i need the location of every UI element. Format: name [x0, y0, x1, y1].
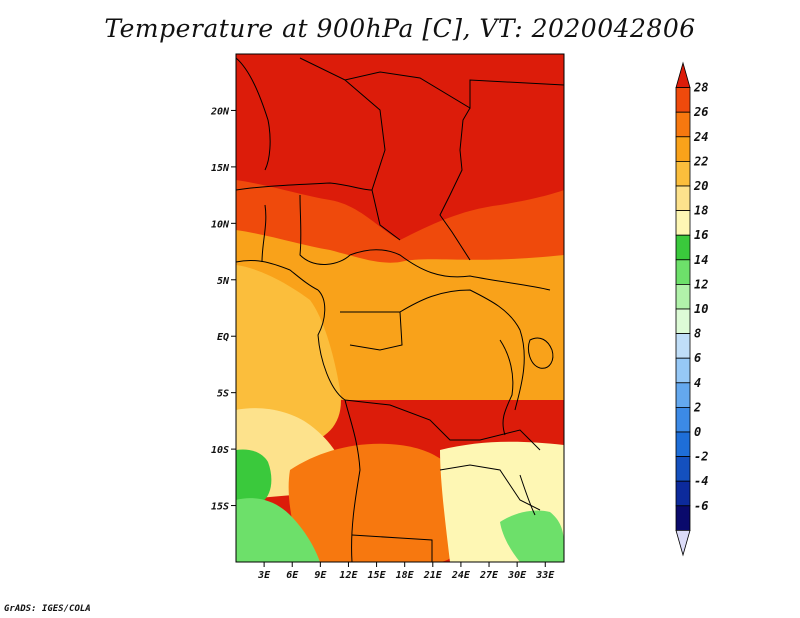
colorbar-label: 26 [693, 105, 708, 119]
border-angola-namibia [351, 534, 433, 562]
colorbar-label: -4 [694, 474, 708, 488]
lake-tanganyika [499, 339, 514, 436]
coastline-northwest [236, 57, 271, 171]
lat-tick-label: 10N [211, 219, 230, 230]
namibia-lightgreen-region [236, 498, 320, 562]
chart-title: Temperature at 900hPa [C], VT: 202004280… [104, 14, 696, 43]
colorbar-label: 16 [694, 228, 708, 242]
lon-tick-label: 24E [451, 570, 471, 581]
colorbar-label: 24 [693, 130, 708, 144]
country-boundaries [236, 57, 564, 562]
colorbar-label: 0 [694, 425, 701, 439]
colorbar-label: 20 [693, 179, 708, 193]
colorbar-label: 14 [694, 253, 708, 267]
atlantic-region [236, 265, 341, 447]
colorbar-label: -2 [694, 450, 708, 464]
colorbar-label: 10 [694, 302, 708, 316]
colorbar-label: 6 [694, 351, 701, 365]
latitude-axis: 20N 15N 10N 5N EQ 5S 10S 15S [210, 106, 236, 513]
border-nigeria [299, 194, 351, 265]
colorbar-label: 2 [693, 400, 701, 414]
lon-tick-label: 12E [339, 570, 358, 581]
border-mali-niger [236, 182, 373, 191]
lat-tick-label: 15S [211, 502, 229, 513]
border-ghana-togo [261, 204, 267, 263]
colorbar-swatch [675, 382, 691, 408]
colorbar-label: 8 [694, 327, 701, 341]
colorbar-swatch [675, 406, 691, 433]
colorbar-swatch [675, 456, 691, 482]
namibia-green-region [236, 449, 272, 506]
lat-tick-label: EQ [217, 332, 229, 343]
map-frame [235, 53, 565, 563]
mozambique-green-region [500, 510, 564, 562]
border-drc-angola [344, 399, 541, 451]
lat-tick-label: 20N [210, 106, 230, 117]
lat-tick-label: 5N [217, 276, 230, 287]
colorbar-label: 22 [693, 154, 708, 168]
colorbar-swatch [675, 259, 691, 285]
lat-tick-label: 5S [217, 389, 229, 400]
colorbar-label: -6 [694, 499, 708, 513]
lake-victoria [527, 337, 554, 369]
colorbar-label: 4 [694, 376, 701, 390]
colorbar-swatch [675, 357, 691, 384]
colorbar-label: 18 [694, 204, 708, 218]
border-zambia [439, 464, 541, 511]
colorbar-swatch [675, 480, 691, 507]
colorbar-swatch [675, 87, 691, 113]
lat-tick-label: 10S [211, 445, 229, 456]
temperature-field [236, 54, 564, 562]
lat-tick-label: 15N [211, 163, 230, 174]
grads-credit: GrADS: IGES/COLA [4, 604, 91, 614]
border-gabon-congo [340, 311, 403, 351]
border-chad-sudan [439, 107, 471, 261]
border-car [349, 249, 551, 291]
angola-warm-region [288, 443, 471, 562]
lon-tick-label: 27E [479, 570, 499, 581]
colorbar-swatch [675, 111, 691, 138]
colorbar-swatch [675, 283, 691, 310]
colorbar-bottom-triangle [675, 530, 691, 557]
lake-malawi [519, 474, 536, 516]
lon-tick-label: 33E [535, 570, 555, 581]
colorbar-label: 28 [693, 81, 708, 95]
lon-tick-label: 6E [286, 570, 299, 581]
lon-tick-label: 15E [368, 570, 387, 581]
lon-tick-label: 18E [396, 570, 415, 581]
colorbar-swatch [675, 185, 691, 212]
gulf-of-guinea-coast [236, 259, 319, 291]
border-drc-north [399, 289, 525, 411]
colorbar-swatch [675, 234, 691, 261]
lon-tick-label: 30E [507, 570, 527, 581]
colorbar-swatch [675, 308, 691, 335]
colorbar-swatch [675, 431, 691, 458]
colorbar-label: 12 [694, 277, 708, 291]
colorbar-swatch [675, 160, 691, 187]
colorbar-swatch [675, 333, 691, 359]
lon-tick-label: 9E [314, 570, 327, 581]
border-niger-chad [344, 79, 401, 241]
lon-tick-label: 21E [423, 570, 443, 581]
colorbar-swatch [675, 136, 691, 162]
colorbar-swatch [675, 210, 691, 236]
colorbar-top-triangle [675, 61, 691, 88]
longitude-axis: 3E 6E 9E 12E 15E 18E 21E 24E 27E 30E 33E [257, 562, 555, 581]
colorbar-swatch [675, 505, 691, 531]
lon-tick-label: 3E [257, 570, 271, 581]
